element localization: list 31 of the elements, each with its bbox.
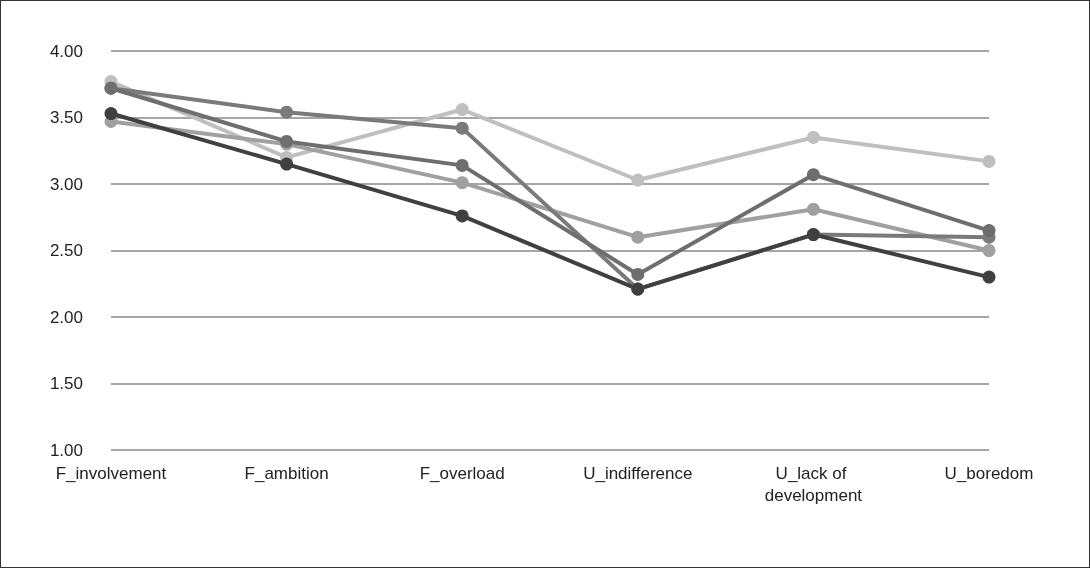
- point: [631, 173, 645, 187]
- point: [280, 105, 294, 119]
- point: [982, 154, 996, 168]
- point: [455, 209, 469, 223]
- point: [806, 168, 820, 182]
- point: [631, 230, 645, 244]
- point: [455, 158, 469, 172]
- y-tick-label: 2.50: [49, 241, 83, 260]
- point: [455, 121, 469, 135]
- point: [806, 202, 820, 216]
- point: [631, 267, 645, 281]
- y-tick-label: 4.00: [49, 41, 83, 61]
- point: [982, 224, 996, 238]
- point: [982, 244, 996, 257]
- point: [455, 103, 469, 117]
- point: [982, 270, 996, 284]
- x-tick-label: F_involvement: [55, 463, 167, 483]
- x-tick-label: U_lack of development: [764, 463, 863, 505]
- y-tick-label: 3.00: [49, 174, 83, 194]
- x-tick-label: F_overload: [419, 463, 505, 483]
- y-tick-label: 2.00: [49, 307, 83, 327]
- y-tick-label: 1.50: [49, 374, 83, 393]
- point: [806, 130, 820, 144]
- y-tick-label: 3.50: [49, 108, 83, 127]
- point: [104, 107, 118, 121]
- x-tick-label: U_indifference: [583, 463, 693, 483]
- x-tick-label: F_ambition: [244, 463, 329, 483]
- y-tick-label: 1.00: [49, 440, 83, 460]
- point: [280, 157, 294, 171]
- x-tick-label: U_boredom: [944, 463, 1034, 483]
- point: [455, 176, 469, 190]
